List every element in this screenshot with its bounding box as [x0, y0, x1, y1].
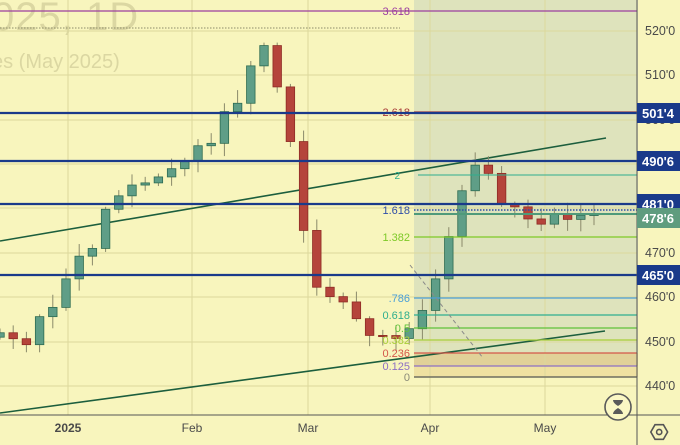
svg-text:es (May 2025): es (May 2025)	[0, 51, 120, 73]
svg-text:Mar: Mar	[298, 421, 319, 435]
svg-text:510'0: 510'0	[645, 68, 675, 82]
svg-text:501'4: 501'4	[642, 106, 675, 121]
svg-text:0.5: 0.5	[395, 323, 410, 335]
svg-text:May: May	[534, 421, 557, 435]
svg-text:478'6: 478'6	[642, 211, 674, 226]
svg-text:0.236: 0.236	[382, 348, 410, 360]
svg-text:0.618: 0.618	[382, 310, 410, 322]
svg-text:520'0: 520'0	[645, 24, 675, 38]
svg-text:0.382: 0.382	[382, 335, 410, 347]
svg-text:465'0: 465'0	[642, 268, 674, 283]
svg-text:1.618: 1.618	[382, 205, 410, 217]
svg-text:0: 0	[404, 372, 410, 384]
svg-text:2: 2	[394, 171, 400, 182]
svg-text:440'0: 440'0	[645, 379, 675, 393]
svg-text:.786: .786	[389, 293, 410, 305]
svg-text:3.618: 3.618	[382, 6, 410, 18]
svg-text:2025: 2025	[55, 421, 82, 435]
svg-text:025, 1D: 025, 1D	[0, 0, 139, 39]
svg-text:490'6: 490'6	[642, 154, 674, 169]
svg-text:470'0: 470'0	[645, 246, 675, 260]
svg-text:Feb: Feb	[182, 421, 203, 435]
svg-text:450'0: 450'0	[645, 335, 675, 349]
svg-text:1.382: 1.382	[382, 232, 410, 244]
svg-text:Apr: Apr	[421, 421, 440, 435]
svg-text:460'0: 460'0	[645, 290, 675, 304]
